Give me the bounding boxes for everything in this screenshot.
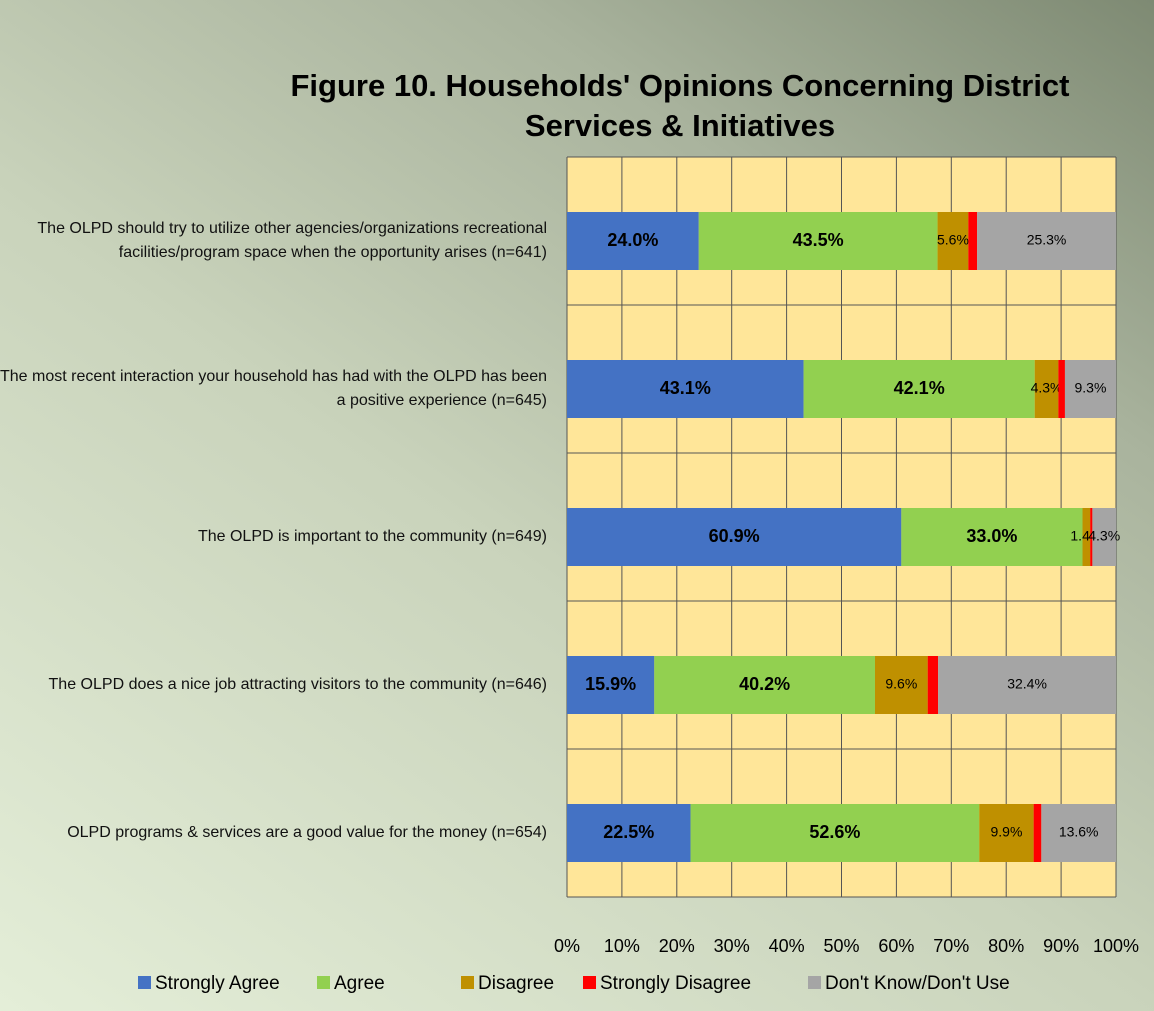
bar-segment <box>1058 360 1065 418</box>
x-tick-label: 40% <box>769 936 805 956</box>
x-tick-label: 70% <box>933 936 969 956</box>
data-label: 32.4% <box>1007 676 1047 692</box>
data-label: 24.0% <box>607 230 658 250</box>
category-label: The OLPD is important to the community (… <box>197 528 547 545</box>
category-label: The OLPD should try to utilize other age… <box>37 220 547 261</box>
legend-label: Strongly Agree <box>155 973 280 994</box>
bar-segment <box>979 804 1034 862</box>
data-label: 9.3% <box>1075 380 1107 396</box>
chart-title: Figure 10. Households' Opinions Concerni… <box>290 68 1069 103</box>
x-tick-label: 60% <box>878 936 914 956</box>
legend-label: Disagree <box>478 973 554 994</box>
data-label: 40.2% <box>739 674 790 694</box>
category-label: The most recent interaction your househo… <box>0 368 547 409</box>
data-label: 5.6% <box>937 232 969 248</box>
legend-label: Don't Know/Don't Use <box>825 973 1010 994</box>
data-label: 4.3% <box>1031 380 1063 396</box>
bar-segment <box>927 656 939 714</box>
x-tick-label: 80% <box>988 936 1024 956</box>
bar-segment <box>1092 508 1116 566</box>
bar-segment <box>1033 804 1042 862</box>
data-label: 22.5% <box>603 822 654 842</box>
bar-segment <box>567 656 655 714</box>
legend-swatch <box>461 976 474 989</box>
bar-segment <box>937 212 969 270</box>
data-label: 43.1% <box>660 378 711 398</box>
bar-segment <box>938 656 1116 714</box>
data-label: 60.9% <box>709 526 760 546</box>
category-label: The OLPD does a nice job attracting visi… <box>48 676 547 693</box>
legend-label: Agree <box>334 973 385 994</box>
bar-segment <box>968 212 978 270</box>
bar-segment <box>1034 360 1059 418</box>
bar-segment <box>901 508 1083 566</box>
data-label: 25.3% <box>1027 232 1067 248</box>
category-label: OLPD programs & services are a good valu… <box>67 824 547 841</box>
bar-segment <box>654 656 875 714</box>
bar-segment <box>567 804 691 862</box>
x-tick-label: 100% <box>1093 936 1139 956</box>
x-tick-label: 50% <box>823 936 859 956</box>
bar-segment <box>567 508 902 566</box>
data-label: 9.6% <box>885 676 917 692</box>
legend-swatch <box>138 976 151 989</box>
data-label: 15.9% <box>585 674 636 694</box>
chart-title: Services & Initiatives <box>525 108 835 143</box>
bar-segment <box>874 656 928 714</box>
legend-label: Strongly Disagree <box>600 973 751 994</box>
data-label: 33.0% <box>966 526 1017 546</box>
data-label: 13.6% <box>1059 824 1099 840</box>
x-tick-label: 10% <box>604 936 640 956</box>
data-label: 9.9% <box>991 824 1023 840</box>
bar-segment <box>567 360 804 418</box>
data-label: 42.1% <box>894 378 945 398</box>
bar-segment <box>803 360 1035 418</box>
bar-segment <box>690 804 980 862</box>
data-label: 4.3% <box>1088 528 1120 544</box>
bar-segment <box>567 212 699 270</box>
bar-segment <box>1082 508 1091 566</box>
x-tick-label: 30% <box>714 936 750 956</box>
bar-segment <box>977 212 1116 270</box>
legend-swatch <box>317 976 330 989</box>
x-tick-label: 20% <box>659 936 695 956</box>
data-label: 52.6% <box>809 822 860 842</box>
x-tick-label: 90% <box>1043 936 1079 956</box>
bar-segment <box>1041 804 1116 862</box>
bar-segment <box>698 212 938 270</box>
legend-swatch <box>583 976 596 989</box>
legend-swatch <box>808 976 821 989</box>
bar-segment <box>1090 508 1093 566</box>
x-tick-label: 0% <box>554 936 580 956</box>
bar-segment <box>1064 360 1116 418</box>
data-label: 43.5% <box>793 230 844 250</box>
